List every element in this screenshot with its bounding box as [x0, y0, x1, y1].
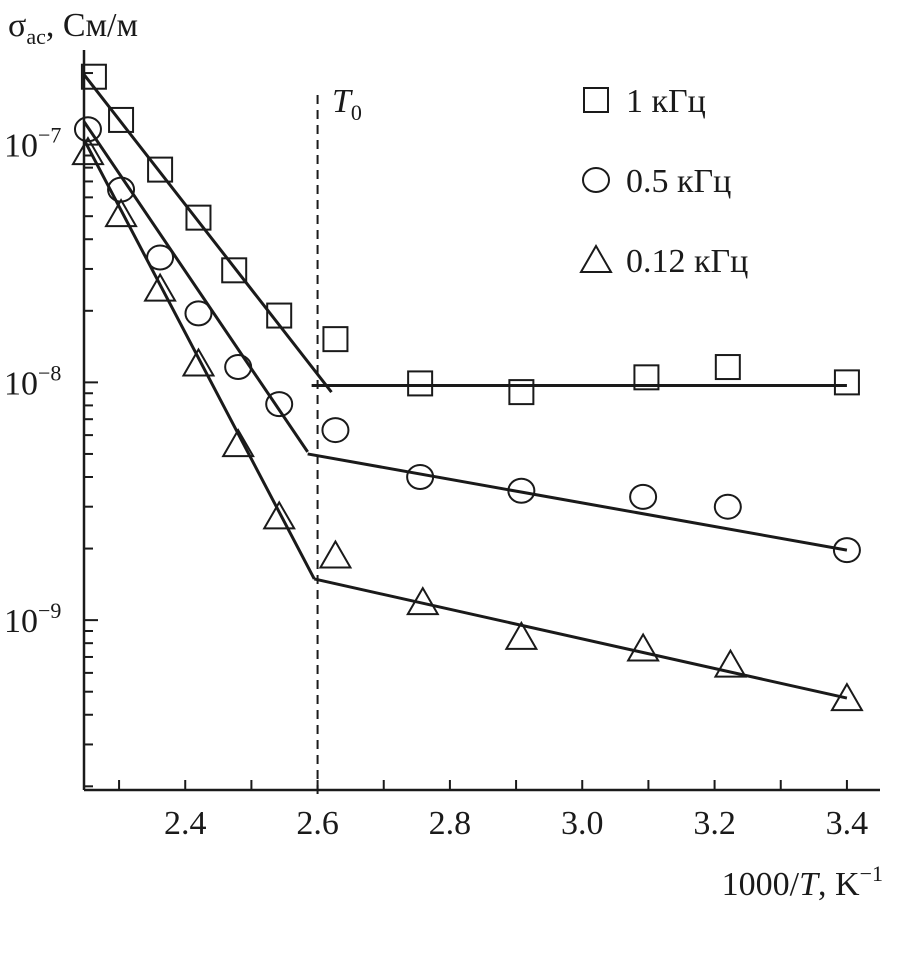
y-tick-label: 10−8 — [4, 360, 61, 402]
x-tick-label: 3.2 — [693, 805, 736, 842]
data-point-triangle — [104, 198, 138, 228]
data-point-circle — [713, 493, 742, 520]
data-point-circle — [184, 300, 213, 327]
data-point-triangle — [406, 586, 440, 616]
data-point-circle — [507, 477, 536, 504]
data-point-square — [221, 257, 248, 284]
legend-marker-square — [583, 87, 609, 113]
data-point-triangle — [626, 632, 660, 662]
data-point-square — [322, 326, 349, 353]
data-point-square — [508, 379, 535, 406]
x-axis-label: 1000/T, K−1 — [722, 861, 883, 903]
x-tick-label: 3.4 — [826, 805, 869, 842]
data-point-triangle — [71, 136, 105, 166]
data-point-square — [147, 156, 174, 183]
fit-line — [307, 452, 848, 552]
legend-marker-circle — [582, 167, 610, 193]
data-point-square — [407, 370, 434, 397]
data-point-triangle — [318, 539, 353, 569]
data-point-triangle — [830, 682, 864, 712]
fit-line — [82, 120, 309, 453]
data-point-square — [266, 302, 293, 329]
data-point-square — [80, 63, 107, 90]
data-point-triangle — [221, 428, 255, 458]
data-point-triangle — [143, 272, 177, 302]
legend-marker-triangle — [579, 243, 613, 273]
y-tick-label: 10−7 — [4, 123, 61, 165]
data-point-square — [633, 364, 660, 391]
data-point-square — [108, 106, 135, 133]
y-axis-label: σac, См/м — [8, 7, 138, 49]
data-point-triangle — [713, 648, 748, 678]
data-point-triangle — [262, 500, 296, 530]
data-point-circle — [265, 391, 294, 418]
legend-label: 1 кГц — [626, 83, 706, 120]
x-tick-label: 2.8 — [429, 805, 472, 842]
data-point-square — [185, 204, 212, 231]
fit-line — [82, 138, 316, 580]
fit-line — [313, 577, 848, 700]
data-point-square — [833, 369, 860, 396]
data-point-square — [714, 354, 741, 381]
y-tick-label: 10−9 — [4, 598, 61, 640]
x-tick-label: 2.6 — [296, 805, 339, 842]
t0-label: T0 — [332, 83, 362, 125]
data-point-circle — [406, 463, 435, 490]
data-point-circle — [629, 483, 658, 510]
x-tick-label: 3.0 — [561, 805, 604, 842]
data-point-circle — [73, 116, 102, 143]
data-point-circle — [224, 354, 253, 381]
legend-label: 0.5 кГц — [626, 163, 731, 200]
data-point-triangle — [504, 620, 539, 650]
data-point-circle — [832, 537, 861, 564]
fit-line — [82, 73, 333, 394]
legend-label: 0.12 кГц — [626, 243, 748, 280]
data-point-triangle — [181, 347, 216, 377]
data-point-circle — [321, 417, 350, 444]
x-tick-label: 2.4 — [164, 805, 207, 842]
